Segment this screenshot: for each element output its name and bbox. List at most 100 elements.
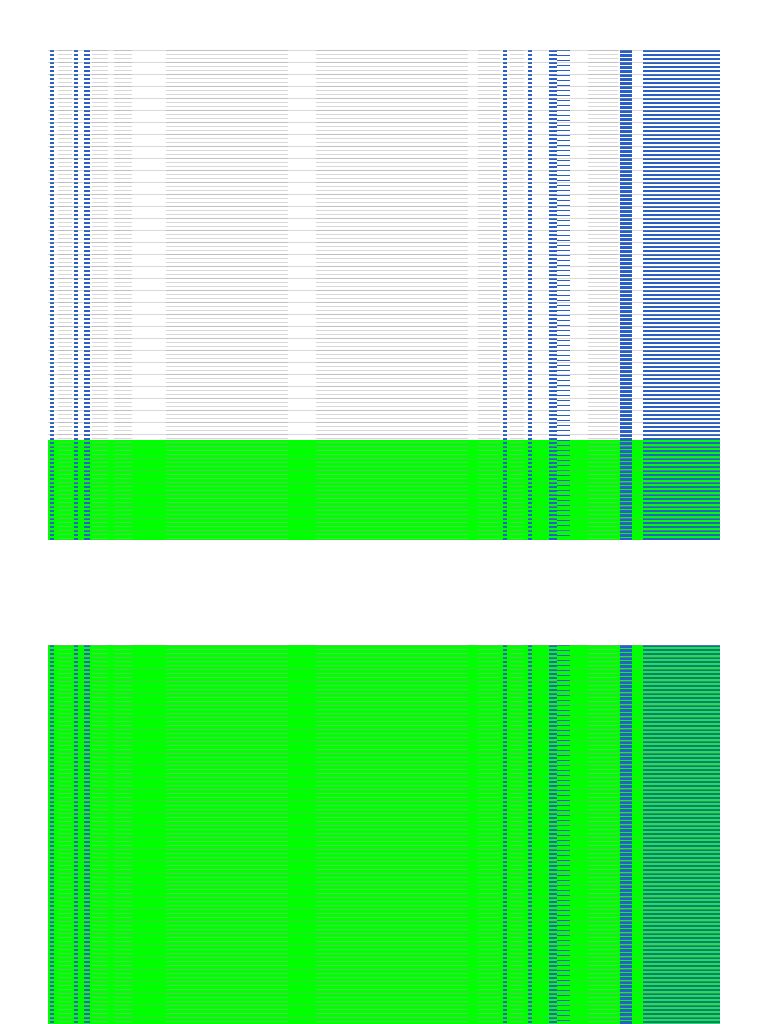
row-rule xyxy=(48,957,720,958)
link-column xyxy=(528,50,532,540)
row-rule xyxy=(48,374,720,375)
text-column xyxy=(316,645,468,1024)
link-column xyxy=(528,645,532,1024)
text-column xyxy=(588,50,618,540)
text-column xyxy=(510,645,524,1024)
row-rule xyxy=(48,50,720,51)
link-column xyxy=(557,645,570,1024)
row-rule xyxy=(48,386,720,387)
text-column xyxy=(166,645,288,1024)
text-column xyxy=(510,50,524,540)
text-column xyxy=(114,645,132,1024)
row-rule xyxy=(48,506,720,507)
text-column xyxy=(92,50,108,540)
link-column xyxy=(84,645,90,1024)
link-column xyxy=(620,50,632,540)
row-rule xyxy=(48,410,720,411)
row-rule xyxy=(48,62,720,63)
row-rule xyxy=(48,897,720,898)
link-column xyxy=(84,50,90,540)
row-rule xyxy=(48,825,720,826)
row-rule xyxy=(48,705,720,706)
text-column xyxy=(166,50,288,540)
row-rule xyxy=(48,729,720,730)
text-column xyxy=(478,50,500,540)
text-column xyxy=(316,50,468,540)
row-rule xyxy=(48,885,720,886)
link-column xyxy=(74,50,78,540)
row-rule xyxy=(48,693,720,694)
row-rule xyxy=(48,434,720,435)
row-rule xyxy=(48,338,720,339)
link-column xyxy=(643,645,720,1024)
row-rule xyxy=(48,422,720,423)
row-rule xyxy=(48,278,720,279)
row-rule xyxy=(48,717,720,718)
row-rule xyxy=(48,530,720,531)
row-rule xyxy=(48,518,720,519)
row-rule xyxy=(48,146,720,147)
row-rule xyxy=(48,873,720,874)
row-rule xyxy=(48,1017,720,1018)
row-rule xyxy=(48,266,720,267)
row-rule xyxy=(48,194,720,195)
text-column xyxy=(478,645,500,1024)
row-rule xyxy=(48,398,720,399)
link-column xyxy=(549,50,557,540)
row-rule xyxy=(48,98,720,99)
row-rule xyxy=(48,242,720,243)
row-rule xyxy=(48,657,720,658)
link-column xyxy=(549,645,557,1024)
row-rule xyxy=(48,789,720,790)
row-rule xyxy=(48,254,720,255)
row-rule xyxy=(48,861,720,862)
row-rule xyxy=(48,362,720,363)
table xyxy=(48,645,720,1024)
row-rule xyxy=(48,458,720,459)
row-rule xyxy=(48,801,720,802)
row-rule xyxy=(48,218,720,219)
row-rule xyxy=(48,921,720,922)
link-column xyxy=(50,50,54,540)
text-column xyxy=(114,50,132,540)
row-rule xyxy=(48,945,720,946)
row-rule xyxy=(48,302,720,303)
row-rule xyxy=(48,74,720,75)
row-rule xyxy=(48,753,720,754)
row-rule xyxy=(48,314,720,315)
row-rule xyxy=(48,969,720,970)
table xyxy=(48,50,720,540)
row-rule xyxy=(48,933,720,934)
row-rule xyxy=(48,813,720,814)
row-rule xyxy=(48,993,720,994)
row-rule xyxy=(48,122,720,123)
row-rule xyxy=(48,230,720,231)
row-rule xyxy=(48,482,720,483)
row-rule xyxy=(48,669,720,670)
text-column xyxy=(588,645,618,1024)
row-rule xyxy=(48,158,720,159)
row-rule xyxy=(48,110,720,111)
row-rule xyxy=(48,206,720,207)
link-column xyxy=(74,645,78,1024)
link-column xyxy=(557,50,570,540)
row-rule xyxy=(48,909,720,910)
row-rule xyxy=(48,681,720,682)
text-column xyxy=(58,50,72,540)
row-rule xyxy=(48,170,720,171)
link-column xyxy=(503,50,507,540)
link-column xyxy=(503,645,507,1024)
row-rule xyxy=(48,326,720,327)
row-rule xyxy=(48,645,720,646)
row-rule xyxy=(48,350,720,351)
text-column xyxy=(58,645,72,1024)
text-column xyxy=(92,645,108,1024)
row-rule xyxy=(48,765,720,766)
row-rule xyxy=(48,741,720,742)
row-rule xyxy=(48,1005,720,1006)
row-rule xyxy=(48,849,720,850)
link-column xyxy=(50,645,54,1024)
link-column xyxy=(643,50,720,540)
